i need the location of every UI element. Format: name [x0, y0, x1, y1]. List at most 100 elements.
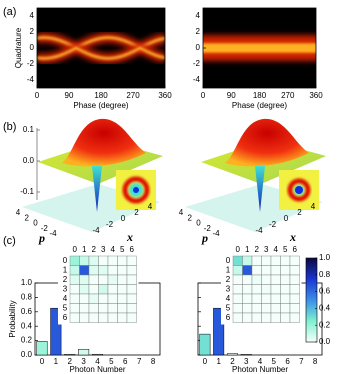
band-core — [203, 43, 316, 53]
matrix-cell — [289, 293, 300, 304]
matrix-cell — [251, 284, 262, 295]
matrix-cell — [88, 274, 99, 285]
matrix-cell — [261, 284, 272, 295]
matrix-cell — [270, 293, 281, 304]
x-tick-label: 7 — [137, 357, 142, 366]
matrix-cell — [88, 255, 99, 266]
y-axis-label: Quadrature — [14, 27, 23, 68]
x-tick-label: 7 — [299, 357, 304, 366]
matrix-cell — [261, 312, 272, 323]
matrix-cell — [289, 265, 300, 276]
x-tick-label: 2 — [134, 208, 139, 217]
positive-lobe — [225, 118, 309, 167]
y-tick-label: 0 — [30, 43, 35, 52]
matrix-cell — [98, 255, 109, 266]
matrix-cell — [117, 265, 128, 276]
y-tick-label: 2 — [196, 27, 201, 36]
x-tick-label: 5 — [272, 357, 277, 366]
x-tick-label: 4 — [95, 357, 100, 366]
matrix-cell — [126, 303, 137, 314]
x-tick-label: 6 — [285, 357, 290, 366]
y-tick-label: 2 — [30, 27, 35, 36]
matrix-cell — [232, 255, 243, 266]
matrix-row-label: 3 — [226, 284, 231, 293]
matrix-cell — [232, 303, 243, 314]
matrix-cell — [117, 303, 128, 314]
y-tick-label: -2 — [27, 59, 35, 68]
matrix-cell — [69, 293, 80, 304]
matrix-cell — [126, 265, 137, 276]
matrix-cell — [98, 284, 109, 295]
negative-dip — [255, 166, 265, 212]
x-tick-label: 360 — [309, 91, 323, 100]
matrix-cell — [232, 284, 243, 295]
matrix-cell — [88, 284, 99, 295]
matrix-cell — [251, 265, 262, 276]
x-axis-label: Photon Number — [69, 365, 125, 374]
bar — [240, 354, 252, 356]
x-tick-label: 0 — [201, 91, 206, 100]
x-tick-label: 270 — [281, 91, 295, 100]
matrix-cell — [242, 274, 253, 285]
z-tick-label: 0.1 — [23, 125, 35, 134]
x-axis-label: x — [289, 230, 296, 244]
x-tick-label: 3 — [244, 357, 249, 366]
y-axis-label: Probability — [8, 300, 17, 337]
matrix-cell — [79, 255, 90, 266]
matrix-col-label: 3 — [264, 245, 269, 254]
x-tick-label: 0 — [203, 357, 208, 366]
y-axis-label: p — [38, 231, 45, 245]
y-tick-label: -2 — [204, 224, 212, 233]
bar — [50, 307, 62, 356]
matrix-cell — [232, 312, 243, 323]
matrix-row-label: 4 — [226, 294, 231, 303]
y-tick-label: 0 — [33, 219, 38, 228]
matrix-cell — [280, 284, 291, 295]
matrix-cell — [69, 312, 80, 323]
matrix-cell — [117, 284, 128, 295]
y-tick-label: 2 — [25, 213, 30, 222]
matrix-cell — [289, 255, 300, 266]
matrix-cell — [79, 293, 90, 304]
matrix-col-label: 4 — [274, 245, 279, 254]
heatmap-image — [37, 8, 165, 88]
x-tick-label: 8 — [313, 357, 318, 366]
bar — [36, 341, 48, 356]
wigner-surface — [185, 118, 326, 232]
matrix-cell — [126, 284, 137, 295]
x-tick-label: -2 — [269, 220, 277, 229]
x-tick-label: 2 — [297, 208, 302, 217]
matrix-cell — [270, 312, 281, 323]
y-tick-label: 0 — [196, 43, 201, 52]
matrix-cell — [79, 265, 90, 276]
matrix-cell — [270, 274, 281, 285]
y-tick-label: 2 — [188, 213, 193, 222]
matrix-col-label: 5 — [120, 245, 125, 254]
matrix-cell — [107, 274, 118, 285]
matrix-col-label: 3 — [101, 245, 106, 254]
matrix-cell — [261, 293, 272, 304]
matrix-cell — [289, 274, 300, 285]
matrix-cell — [261, 255, 272, 266]
x-tick-label: 0 — [40, 357, 45, 366]
matrix-cell — [251, 255, 262, 266]
matrix-cell — [69, 255, 80, 266]
matrix-cell — [79, 284, 90, 295]
matrix-row-label: 4 — [63, 294, 68, 303]
matrix-cell — [280, 293, 291, 304]
inset-center — [295, 186, 303, 194]
matrix-cell — [117, 274, 128, 285]
matrix-cell — [117, 312, 128, 323]
matrix-row-label: 5 — [63, 303, 68, 312]
panel-label: (b) — [3, 121, 16, 133]
y-tick-label: -4 — [49, 229, 57, 238]
y-tick-label: 4 — [16, 208, 21, 217]
matrix-cell — [107, 284, 118, 295]
panel-label: (a) — [3, 6, 16, 18]
matrix-cell — [117, 293, 128, 304]
matrix-cell — [270, 284, 281, 295]
matrix-cell — [107, 303, 118, 314]
x-tick-label: 4 — [258, 357, 263, 366]
bar — [91, 354, 104, 356]
